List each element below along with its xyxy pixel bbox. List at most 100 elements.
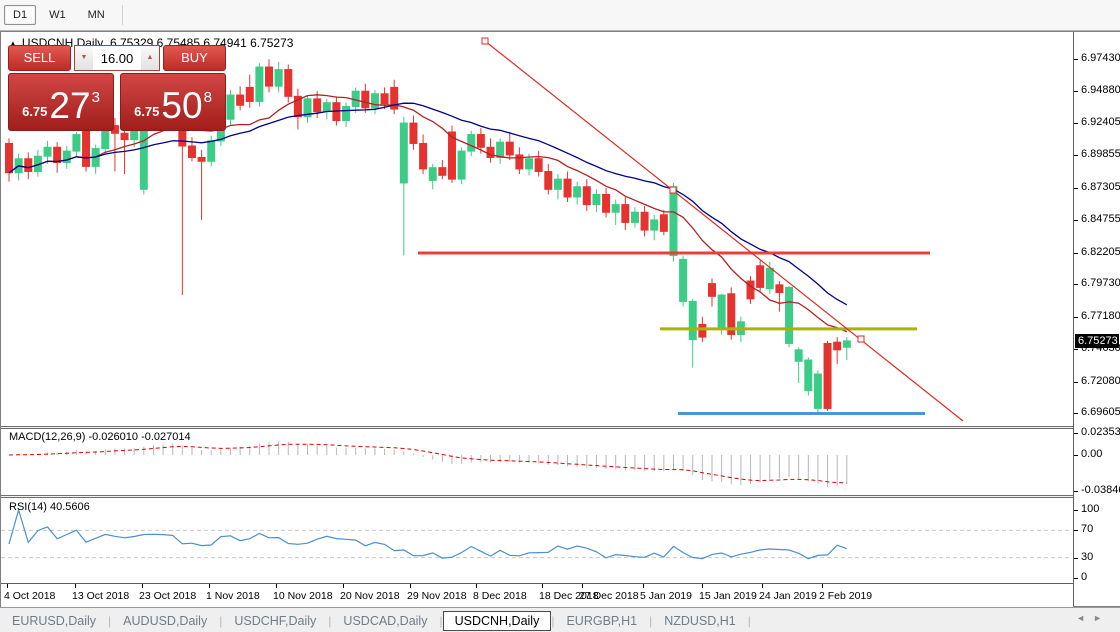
axis-tick — [1074, 530, 1078, 532]
axis-tick — [1074, 91, 1078, 93]
moving-average-slow — [8, 102, 848, 306]
rsi-indicator-pane[interactable] — [1, 498, 1073, 583]
timeframe-w1-button[interactable]: W1 — [49, 9, 66, 21]
main-price-chart[interactable] — [1, 32, 1073, 426]
chart-window: ▲ USDCNH,Daily 6.75329 6.75485 6.74941 6.… — [0, 31, 1120, 607]
candle-body — [53, 146, 62, 164]
chart-tab-bar: EURUSD,Daily | AUDUSD,Daily | USDCHF,Daily | U… — [0, 607, 1120, 632]
price-axis-label: 6.74630 — [1081, 342, 1120, 355]
date-tick — [702, 584, 703, 588]
axis-tick — [1074, 349, 1078, 351]
sell-price-button[interactable]: 6.75 27 3 — [8, 73, 114, 131]
buy-price-button[interactable]: 6.75 50 8 — [120, 73, 226, 131]
date-axis[interactable]: 4 Oct 2018 13 Oct 2018 23 Oct 2018 1 Nov 20… — [1, 583, 1073, 607]
axis-tick — [1074, 252, 1078, 254]
price-axis-label: 6.69605 — [1081, 406, 1120, 419]
date-tick — [410, 584, 411, 588]
chart-tab-eurgbp-h1[interactable]: EURGBP,H1 — [566, 613, 638, 628]
collapse-triangle-icon[interactable]: ▲ — [9, 39, 17, 48]
candle-body — [688, 300, 697, 341]
pane-splitter[interactable] — [1, 426, 1119, 429]
date-label: 23 Oct 2018 — [139, 590, 197, 602]
chart-tab-audusd-daily[interactable]: AUDUSD,Daily — [123, 613, 208, 628]
macd-indicator-pane[interactable] — [1, 429, 1073, 495]
volume-decrease-button[interactable]: ▼ — [75, 46, 93, 70]
chart-tab-usdcad-daily[interactable]: USDCAD,Daily — [343, 613, 428, 628]
chart-tab-usdcnh-daily[interactable]: USDCNH,Daily — [442, 610, 552, 631]
candle-body — [274, 69, 283, 87]
timeframe-d1-button[interactable]: D1 — [4, 5, 37, 25]
candle-body — [255, 66, 264, 102]
candle-body — [611, 204, 620, 213]
candle-body — [72, 134, 81, 152]
trendline-handle[interactable] — [857, 335, 865, 343]
candle-body — [245, 86, 254, 102]
candle-body — [813, 373, 822, 409]
price-axis[interactable]: 6.75273 6.97430 6.94880 6.92405 6.89855 6.87… — [1073, 32, 1120, 606]
tab-scroll-left-icon[interactable]: ◄ — [1076, 613, 1094, 623]
chart-tab-usdchf-daily[interactable]: USDCHF,Daily — [234, 613, 317, 628]
sell-price-big: 27 — [49, 85, 91, 126]
trendline-object[interactable] — [484, 40, 964, 422]
tab-scroll-right-icon[interactable]: ► — [1093, 613, 1110, 623]
candle-body — [765, 267, 774, 290]
axis-tick — [1074, 316, 1078, 318]
candle-body — [197, 156, 206, 162]
date-label: 29 Nov 2018 — [407, 590, 467, 602]
chart-tab-nzdusd-h1[interactable]: NZDUSD,H1 — [664, 613, 736, 628]
candle-body — [303, 98, 312, 118]
date-label: 5 Jan 2019 — [640, 590, 692, 602]
pane-splitter[interactable] — [1, 495, 1119, 498]
candle-body — [24, 158, 33, 172]
buy-price-base: 6.75 — [134, 104, 160, 119]
axis-tick — [1074, 284, 1078, 286]
axis-tick — [1074, 59, 1078, 60]
date-tick — [643, 584, 644, 588]
axis-tick — [1074, 155, 1078, 157]
candle-body — [447, 131, 456, 180]
date-label: 20 Nov 2018 — [340, 590, 400, 602]
date-label: 8 Dec 2018 — [473, 590, 527, 602]
axis-tick — [1074, 455, 1078, 456]
sell-button[interactable]: SELL — [8, 45, 71, 71]
rsi-axis-label: 100 — [1081, 503, 1100, 515]
candle-body — [553, 178, 562, 190]
candle-body — [669, 186, 678, 257]
buy-button[interactable]: BUY — [163, 45, 226, 71]
volume-input[interactable] — [93, 46, 141, 70]
candle-body — [515, 154, 524, 170]
tab-scroll-arrows[interactable]: ◄► — [1076, 613, 1110, 623]
date-label: 18 Dec 2018 — [539, 590, 599, 602]
candle-body — [43, 146, 52, 157]
rsi-line — [8, 507, 848, 560]
candle-body — [794, 349, 803, 362]
volume-increase-button[interactable]: ▲ — [141, 46, 159, 70]
candle-body — [842, 340, 851, 348]
date-tick — [343, 584, 344, 588]
candle-body — [804, 359, 813, 392]
date-label: 4 Oct 2018 — [4, 590, 56, 602]
candle-body — [457, 150, 466, 180]
tab-separator: | — [328, 613, 332, 628]
date-label: 24 Jan 2019 — [759, 590, 817, 602]
macd-axis-label: 0.00 — [1081, 448, 1103, 460]
trendline-handle[interactable] — [481, 37, 489, 45]
timeframe-mn-button[interactable]: MN — [87, 9, 105, 21]
price-axis-label: 6.89855 — [1081, 148, 1120, 161]
candle-body — [582, 186, 591, 206]
candle-body — [5, 142, 13, 174]
candle-body — [534, 158, 543, 172]
volume-spinner: ▼ ▲ — [74, 45, 160, 71]
candle-body — [496, 141, 505, 158]
buy-price-pip: 8 — [203, 89, 212, 106]
candle-body — [342, 106, 351, 122]
candle-body — [707, 283, 716, 297]
candle-body — [236, 94, 245, 106]
candle-body — [717, 294, 726, 330]
trendline-handle[interactable] — [669, 186, 677, 194]
chart-tab-eurusd-daily[interactable]: EURUSD,Daily — [12, 613, 97, 628]
date-label: 10 Nov 2018 — [273, 590, 333, 602]
price-axis-label: 6.79730 — [1081, 277, 1120, 290]
candle-body — [313, 98, 322, 113]
axis-tick — [1074, 432, 1078, 434]
